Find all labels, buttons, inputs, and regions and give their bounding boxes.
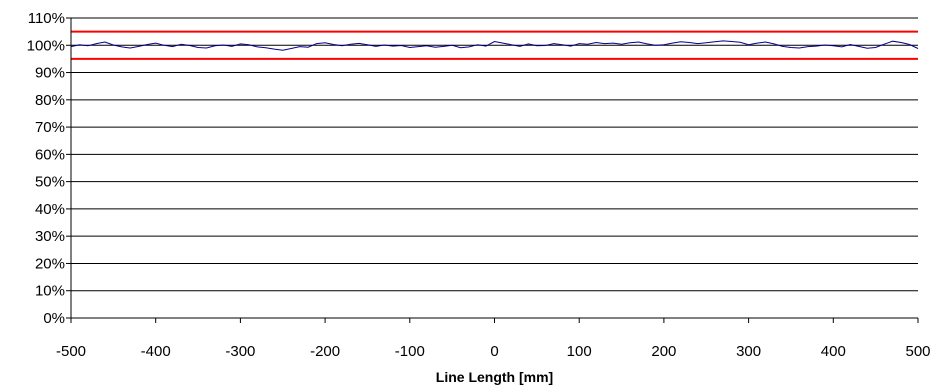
x-tick-label: 500 bbox=[905, 343, 930, 360]
y-tick-label: 0% bbox=[43, 310, 65, 327]
y-tick-label: 110% bbox=[28, 10, 65, 27]
x-axis-title: Line Length [mm] bbox=[436, 369, 553, 385]
y-tick-label: 20% bbox=[35, 255, 65, 272]
x-tick-label: -200 bbox=[310, 343, 340, 360]
y-tick-label: 60% bbox=[35, 146, 65, 163]
x-tick-label: -300 bbox=[225, 343, 255, 360]
x-tick-label: -400 bbox=[141, 343, 171, 360]
x-tick-label: 100 bbox=[567, 343, 592, 360]
x-tick-label: -500 bbox=[56, 343, 86, 360]
axis-ticks bbox=[66, 18, 918, 323]
x-tick-label: -100 bbox=[395, 343, 425, 360]
y-tick-label: 40% bbox=[35, 201, 65, 218]
y-tick-label: 10% bbox=[35, 283, 65, 300]
y-tick-label: 80% bbox=[35, 92, 65, 109]
y-tick-label: 90% bbox=[35, 65, 65, 82]
y-tick-label: 100% bbox=[27, 37, 65, 54]
y-tick-label: 30% bbox=[35, 228, 65, 245]
x-tick-label: 200 bbox=[651, 343, 676, 360]
y-axis-tick-labels: 0% 10% 20% 30% 40% 50% 60% 70% 80% 90% 100% 110% bbox=[27, 10, 65, 327]
y-tick-label: 70% bbox=[35, 119, 65, 136]
x-tick-label: 400 bbox=[821, 343, 846, 360]
x-tick-label: 0 bbox=[490, 343, 498, 360]
x-tick-label: 300 bbox=[736, 343, 761, 360]
y-tick-label: 50% bbox=[35, 174, 65, 191]
x-axis-tick-labels: -500 -400 -300 -200 -100 0 100 200 300 400 500 bbox=[56, 343, 931, 360]
